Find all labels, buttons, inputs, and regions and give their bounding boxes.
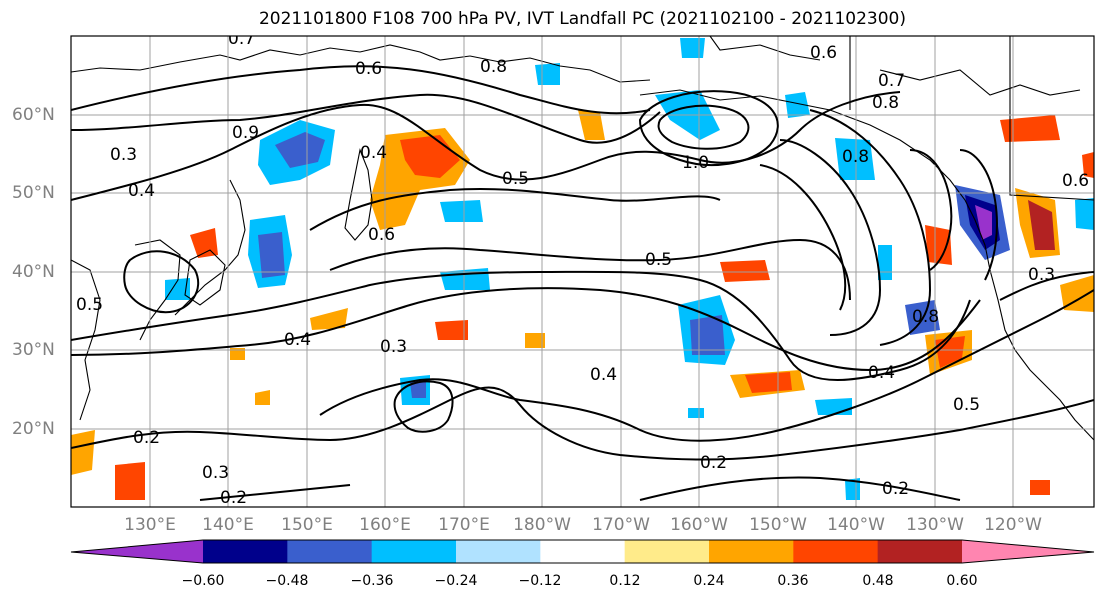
lat-label: 40°N (12, 262, 55, 282)
lon-label: 170°E (438, 515, 490, 535)
colorbar-tick-label: −0.60 (181, 573, 225, 589)
colorbar-tick-label: 0.36 (777, 573, 809, 589)
contour-label: 0.2 (133, 428, 160, 448)
colorbar (70, 539, 1095, 564)
contour-label: 1.0 (682, 153, 709, 173)
colorbar-tick-label: 0.12 (609, 573, 641, 589)
contour-label: 0.8 (912, 307, 939, 327)
contour-label: 0.7 (878, 71, 905, 91)
contour-label: 0.6 (1062, 171, 1089, 191)
contour-label: 0.7 (228, 29, 255, 49)
colorbar-segment (709, 540, 794, 563)
colorbar-min-extension (71, 540, 203, 563)
contour-label: 0.2 (220, 488, 247, 508)
map-frame (70, 35, 1095, 508)
colorbar-tick-label: −0.12 (518, 573, 562, 589)
colorbar-segment (287, 540, 373, 563)
colorbar-segment (371, 540, 457, 563)
contour-label: 0.3 (202, 463, 229, 483)
lat-label: 20°N (12, 419, 55, 439)
contour-label: 0.4 (868, 363, 895, 383)
contour-label: 0.9 (232, 123, 259, 143)
contour-label: 0.8 (872, 93, 899, 113)
contour-label: 0.4 (284, 330, 311, 350)
lon-label: 160°E (359, 515, 411, 535)
colorbar-segment (793, 540, 879, 563)
colorbar-segment (624, 540, 710, 563)
contour-label: 0.5 (953, 395, 980, 415)
contour-label: 0.2 (882, 479, 909, 499)
lat-label: 60°N (12, 105, 55, 125)
colorbar-tick-label: −0.24 (434, 573, 478, 589)
lon-label: 160°W (670, 515, 728, 535)
colorbar-tick-label: 0.24 (693, 573, 725, 589)
lon-label: 170°W (592, 515, 650, 535)
contour-label: 0.4 (128, 181, 155, 201)
colorbar-segment (456, 540, 541, 563)
contour-label: 0.3 (380, 337, 407, 357)
contour-label: 0.5 (76, 295, 103, 315)
lat-label: 50°N (12, 183, 55, 203)
contour-label: 0.5 (502, 169, 529, 189)
lon-label: 140°E (202, 515, 254, 535)
contour-labels: 0.7 0.6 0.8 0.6 0.7 0.8 0.9 1.0 0.8 0.4 … (76, 29, 1089, 508)
lon-label: 130°W (906, 515, 964, 535)
contour-label: 0.4 (590, 365, 617, 385)
pv-contours (71, 65, 1094, 501)
contour-label: 0.8 (842, 147, 869, 167)
contour-label: 0.3 (110, 145, 137, 165)
lat-label: 30°N (12, 340, 55, 360)
contour-label: 0.5 (645, 250, 672, 270)
lon-label: 130°E (124, 515, 176, 535)
colorbar-segment (203, 540, 288, 563)
contour-label: 0.2 (700, 453, 727, 473)
colorbar-tick-label: 0.60 (946, 573, 978, 589)
contour-label: 0.4 (360, 143, 387, 163)
contour-label: 0.6 (368, 225, 395, 245)
colorbar-segment (540, 540, 626, 563)
colorbar-max-extension (962, 540, 1094, 563)
colorbar-tick-label: 0.48 (862, 573, 894, 589)
contour-label: 0.6 (810, 43, 837, 63)
lon-label: 150°W (749, 515, 807, 535)
graticule (71, 36, 1094, 507)
lon-label: 140°W (827, 515, 885, 535)
map-title: 2021101800 F108 700 hPa PV, IVT Landfall… (258, 9, 906, 29)
lon-label: 180°W (513, 515, 571, 535)
lon-label: 120°W (984, 515, 1042, 535)
contour-label: 0.6 (355, 59, 382, 79)
contour-label: 0.3 (1028, 265, 1055, 285)
colorbar-segment (877, 540, 963, 563)
lon-label: 150°E (281, 515, 333, 535)
colorbar-tick-label: −0.48 (265, 573, 309, 589)
colorbar-tick-label: −0.36 (350, 573, 394, 589)
contour-label: 0.8 (480, 57, 507, 77)
positive-anomaly-patches (71, 110, 1094, 500)
